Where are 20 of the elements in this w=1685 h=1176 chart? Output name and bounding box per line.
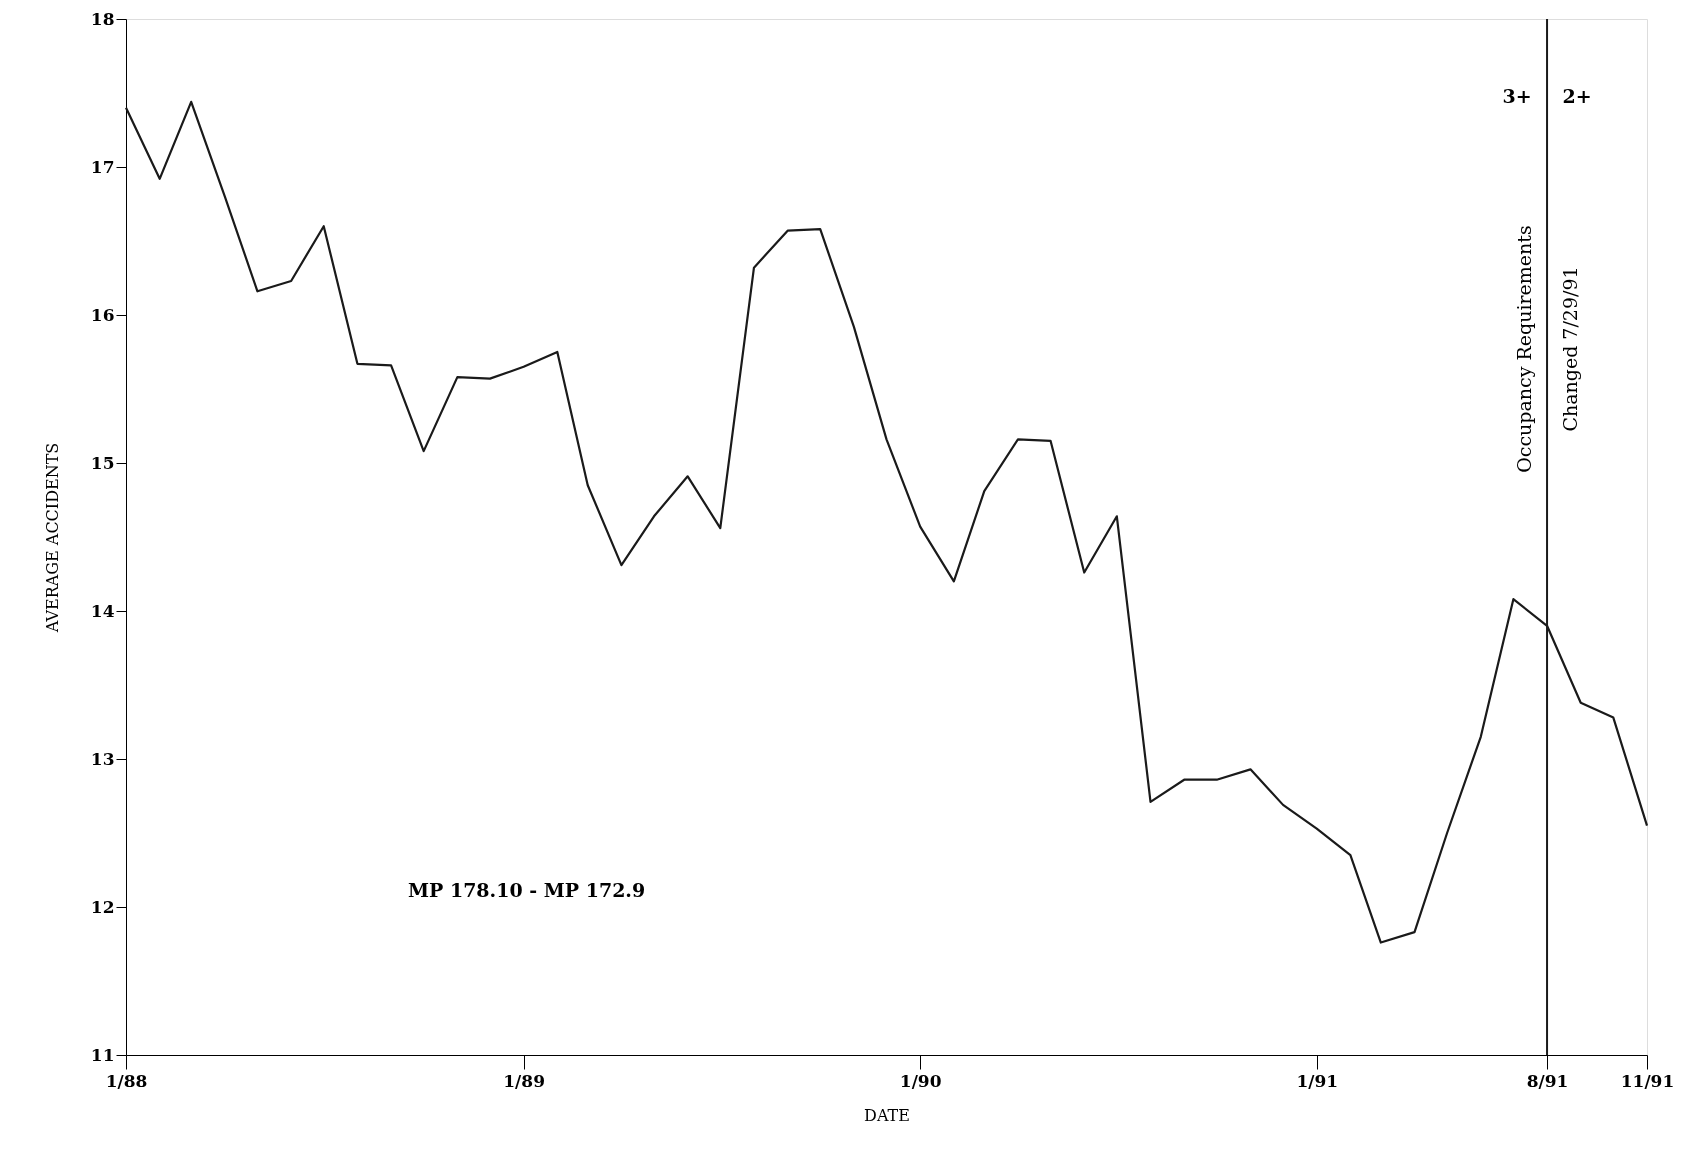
annotation: 2+ bbox=[1562, 85, 1592, 107]
x-tick-label: 1/91 bbox=[1296, 1070, 1339, 1091]
x-tick-label: 1/88 bbox=[105, 1070, 148, 1091]
x-tick-label: 8/91 bbox=[1526, 1070, 1569, 1091]
y-tick-label: 14 bbox=[90, 600, 115, 621]
y-tick-label: 16 bbox=[90, 304, 115, 325]
annotation: MP 178.10 - MP 172.9 bbox=[408, 879, 646, 901]
annotation: 3+ bbox=[1502, 85, 1532, 107]
y-tick-label: 17 bbox=[90, 156, 115, 177]
x-axis-title: DATE bbox=[864, 1105, 910, 1125]
y-tick-label: 11 bbox=[90, 1044, 115, 1065]
y-tick-label: 12 bbox=[90, 896, 115, 917]
y-tick-label: 15 bbox=[90, 452, 115, 473]
y-tick-label: 18 bbox=[90, 8, 115, 29]
text: Occupancy Requirements Changed 7/29/91 bbox=[1513, 225, 1582, 473]
y-tick-label: 13 bbox=[90, 748, 115, 769]
x-tick-label: 1/89 bbox=[503, 1070, 545, 1091]
y-axis-title: AVERAGE ACCIDENTS bbox=[42, 442, 62, 634]
x-tick-label: 11/91 bbox=[1620, 1070, 1675, 1091]
x-tick-label: 1/90 bbox=[899, 1070, 942, 1091]
